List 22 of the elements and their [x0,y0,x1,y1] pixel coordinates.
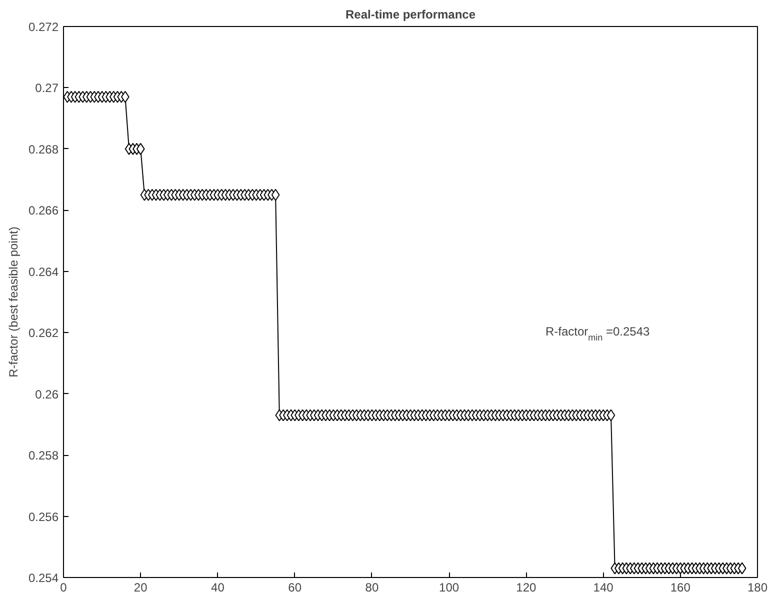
x-tick-label: 60 [288,580,302,594]
y-tick-label: 0.264 [28,264,59,279]
chart-title: Real-time performance [345,8,476,22]
y-tick-label: 0.27 [35,81,59,96]
x-tick-label: 160 [670,580,691,594]
x-tick-label: 180 [747,580,768,594]
x-tick-label: 40 [211,580,225,594]
y-tick-label: 0.266 [28,204,59,218]
y-tick-label: 0.262 [28,326,59,340]
x-tick-label: 20 [134,580,148,594]
y-tick-label: 0.26 [35,387,59,402]
x-tick-label: 80 [365,580,379,594]
y-tick-label: 0.268 [28,142,59,156]
y-tick-label: 0.256 [28,510,59,524]
x-tick-label: 140 [593,580,614,594]
y-axis-title: R-factor (best feasible point) [6,226,20,378]
x-tick-label: 120 [516,580,537,594]
x-tick-label: 100 [439,580,460,594]
y-tick-label: 0.258 [28,448,59,463]
y-tick-label: 0.272 [28,20,59,34]
x-tick-label: 0 [60,580,68,594]
y-tick-label: 0.254 [28,571,59,585]
